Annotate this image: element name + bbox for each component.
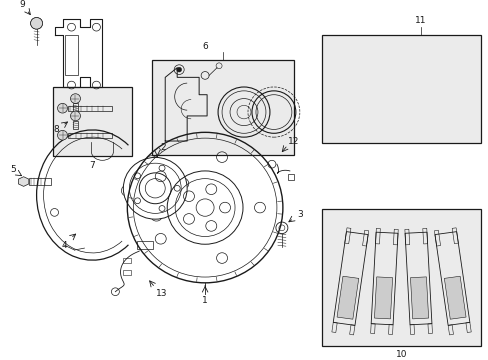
Text: 3: 3 xyxy=(296,210,302,219)
Bar xyxy=(123,270,131,275)
Bar xyxy=(52,87,132,157)
Bar xyxy=(29,178,50,185)
Bar xyxy=(73,103,78,112)
Circle shape xyxy=(31,18,42,29)
Bar xyxy=(396,80,403,86)
Bar xyxy=(349,325,354,335)
Bar xyxy=(331,323,337,333)
Bar xyxy=(364,58,382,69)
Bar xyxy=(67,133,112,138)
Bar xyxy=(433,230,440,246)
Bar xyxy=(375,228,380,244)
Bar xyxy=(73,121,78,130)
Text: 5: 5 xyxy=(10,166,16,175)
Bar xyxy=(321,35,480,143)
Bar xyxy=(344,228,350,244)
Bar xyxy=(394,113,411,123)
Text: 1: 1 xyxy=(202,296,207,305)
Bar xyxy=(334,113,351,123)
Polygon shape xyxy=(19,177,29,186)
Circle shape xyxy=(70,94,81,103)
Bar xyxy=(404,229,409,245)
FancyBboxPatch shape xyxy=(374,277,392,319)
Bar xyxy=(370,110,377,116)
Bar xyxy=(453,54,461,61)
FancyBboxPatch shape xyxy=(336,276,358,319)
Bar xyxy=(430,112,437,118)
Text: 4: 4 xyxy=(61,241,67,250)
Bar xyxy=(388,325,392,334)
Bar xyxy=(451,228,457,244)
Bar xyxy=(409,325,414,334)
Bar xyxy=(427,324,431,333)
Text: 13: 13 xyxy=(155,289,166,298)
Bar xyxy=(362,230,368,246)
Text: 12: 12 xyxy=(287,136,299,145)
Bar xyxy=(363,90,375,95)
Bar xyxy=(397,115,409,121)
Text: 2: 2 xyxy=(160,143,166,152)
Circle shape xyxy=(176,67,182,72)
Circle shape xyxy=(70,111,81,121)
Bar xyxy=(331,85,347,94)
Text: 10: 10 xyxy=(395,350,407,359)
Bar xyxy=(422,228,427,244)
Bar xyxy=(425,90,437,96)
Bar xyxy=(465,323,470,333)
Bar xyxy=(455,85,461,91)
Bar xyxy=(401,48,407,55)
Bar xyxy=(422,87,439,98)
Bar xyxy=(393,229,397,245)
Bar xyxy=(366,60,379,67)
Text: 7: 7 xyxy=(89,161,95,170)
Bar xyxy=(64,35,78,75)
Bar xyxy=(321,208,480,346)
Text: 9: 9 xyxy=(20,0,25,9)
Bar xyxy=(361,88,377,98)
FancyBboxPatch shape xyxy=(444,276,465,319)
FancyBboxPatch shape xyxy=(409,277,428,319)
Bar xyxy=(67,106,112,111)
Bar xyxy=(152,60,293,154)
Bar xyxy=(340,51,346,57)
Text: 8: 8 xyxy=(54,125,59,134)
Bar xyxy=(447,325,452,335)
Bar xyxy=(370,324,374,333)
Bar xyxy=(333,87,345,92)
Circle shape xyxy=(31,18,42,29)
Circle shape xyxy=(58,130,67,140)
Text: 6: 6 xyxy=(202,42,207,51)
Text: 11: 11 xyxy=(414,16,426,25)
Bar xyxy=(287,174,293,180)
Bar xyxy=(123,258,131,262)
Bar xyxy=(424,57,441,67)
Bar xyxy=(137,241,153,249)
Bar xyxy=(427,59,439,64)
Circle shape xyxy=(58,103,67,113)
Bar xyxy=(337,115,349,121)
